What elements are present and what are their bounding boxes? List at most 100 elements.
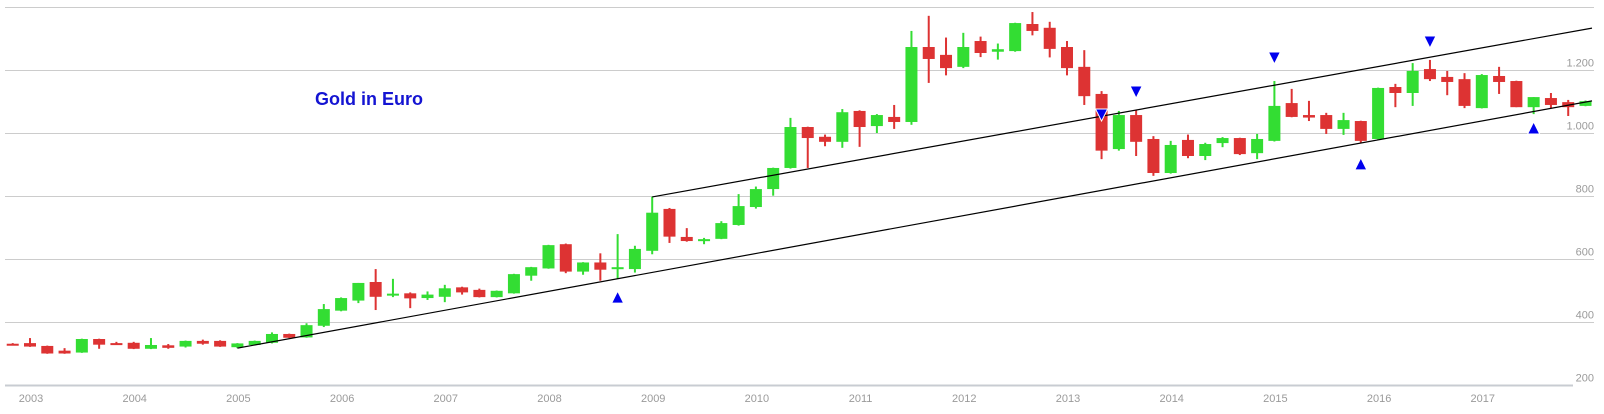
candle-wick [616,234,619,279]
candle [974,36,987,58]
candle-body [611,267,624,270]
x-tick-label: 2007 [434,393,458,405]
candle [559,243,572,274]
candle [628,245,641,273]
candle-body [369,281,382,297]
y-tick-label: 800 [1576,184,1594,196]
candle [1302,100,1315,122]
triangle-down-marker-icon [1423,35,1437,50]
candle-body [1510,81,1523,108]
candle-wick [858,110,861,147]
candle [1130,110,1143,156]
candle-body [41,345,54,354]
candle [1406,63,1419,106]
x-tick-label: 2014 [1159,393,1183,405]
candle [732,194,745,226]
candle [1493,66,1506,94]
candle [1354,120,1367,143]
candle-body [577,262,590,272]
candle-body [1251,138,1264,154]
candle-wick [806,126,809,168]
candle-body [507,274,520,294]
candle-wick [1567,99,1570,116]
candle-body [1544,98,1557,105]
candle [456,286,469,295]
triangle-up-marker-icon [610,289,625,304]
candle [888,104,901,129]
x-tick-label: 2013 [1056,393,1080,405]
x-tick-label: 2006 [330,393,354,405]
candle [577,262,590,275]
y-tick-label: 1.200 [1566,58,1594,70]
y-tick-label: 1.000 [1566,121,1594,133]
candle-body [801,127,814,139]
candle [853,110,866,147]
x-tick-label: 2016 [1367,393,1391,405]
candle-body [1458,79,1471,106]
candle [922,15,935,83]
candle [1009,22,1022,52]
candle [162,344,175,349]
y-tick-label: 200 [1576,373,1594,385]
candle-body [127,342,140,349]
candle [438,284,451,303]
candle-body [974,41,987,53]
candle-body [1320,115,1333,129]
candle-body [421,294,434,299]
candle-body [300,325,313,338]
candle-body [836,112,849,142]
x-tick-label: 2003 [19,393,43,405]
candle [214,340,227,347]
candle-body [698,239,711,242]
candle-body [767,167,780,190]
y-axis-labels: 200 400 600 800 1.000 1.200 [1566,58,1594,385]
candle-body [1441,76,1454,82]
candle-body [559,244,572,272]
candle-body [1475,75,1488,109]
candle-body [853,110,866,128]
x-tick-label: 2015 [1263,393,1287,405]
candle-body [957,47,970,67]
x-tick-label: 2011 [849,393,873,405]
candle-body [1061,47,1073,69]
candle [801,126,814,168]
trend-line [237,100,1593,349]
candle [300,323,313,338]
candle [870,114,883,133]
candle-body [1493,75,1506,82]
signal-markers [610,35,1541,304]
candle [58,348,71,354]
candle-body [404,293,417,299]
candle [784,117,797,169]
candle [110,341,123,346]
candle [525,266,538,281]
candle [1372,87,1385,140]
candle [1544,92,1557,109]
candle [1510,80,1523,108]
candle [473,288,486,298]
candle-body [991,49,1004,52]
candle-body [940,54,953,69]
candle [1320,112,1333,134]
candle-body [283,333,296,338]
candle-body [784,127,797,168]
triangle-down-marker-icon [1094,108,1109,123]
candle [127,341,140,350]
candle-body [1285,103,1298,117]
x-tick-label: 2012 [952,393,976,405]
candle-body [1181,139,1194,156]
x-tick-label: 2009 [641,393,665,405]
candle-wick [1031,12,1034,36]
candle-body [715,223,728,239]
candle [1233,137,1246,156]
candle-body [905,47,918,122]
candle-body [1233,138,1246,155]
candle-body [732,206,745,225]
candle-body [1389,87,1402,93]
candle-body [473,289,486,298]
candle-body [24,343,36,347]
candle [404,292,417,309]
triangle-up-marker-icon [1354,156,1368,171]
candle-body [1579,101,1592,106]
candle [24,338,36,347]
